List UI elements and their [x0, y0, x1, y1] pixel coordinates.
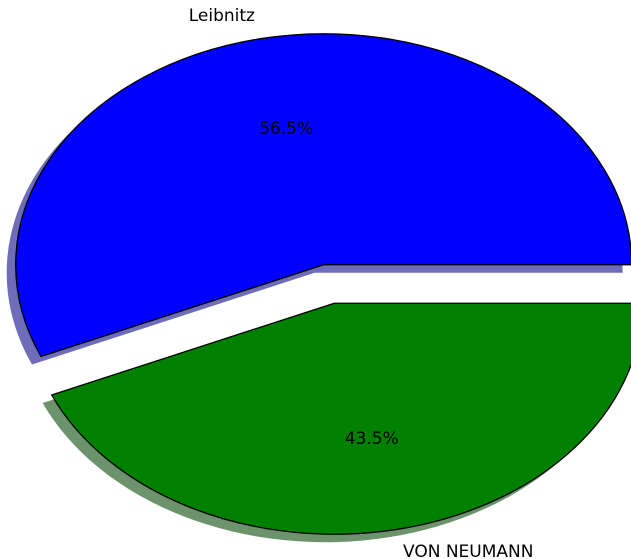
slice-label: Leibnitz [189, 6, 255, 26]
pie-slice [50, 302, 631, 535]
percent-label: 56.5% [259, 119, 313, 139]
percent-label: 43.5% [345, 429, 399, 449]
slice-label: VON NEUMANN [403, 542, 533, 559]
pie-slice [15, 33, 631, 358]
